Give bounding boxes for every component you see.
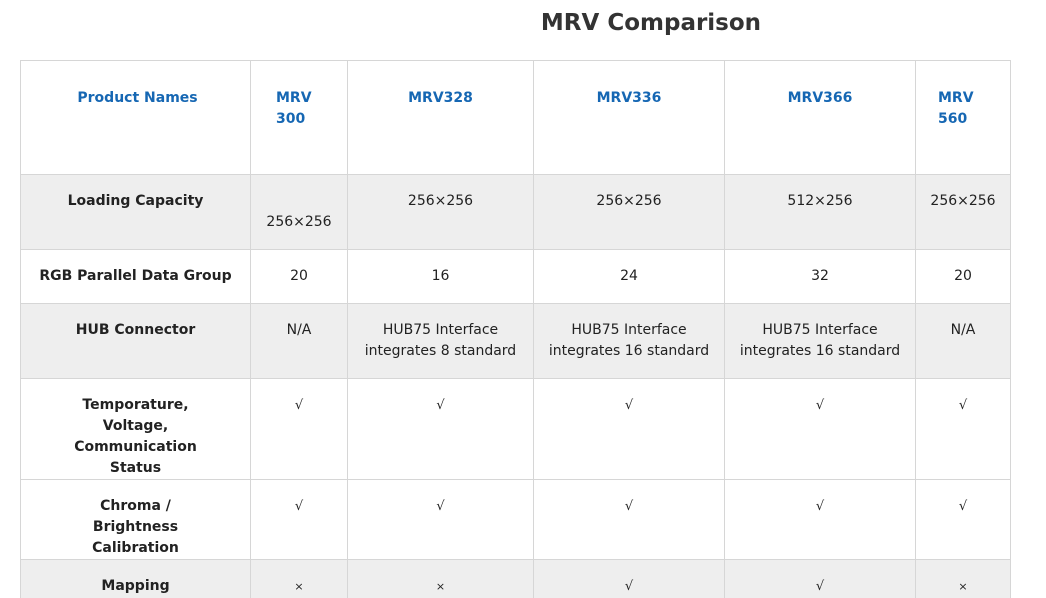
check-mark: √ <box>815 398 825 413</box>
row-label-cell: Chroma / Brightness Calibration <box>20 479 251 560</box>
product-names-label: Product Names <box>77 90 198 106</box>
table-cell: 16 <box>347 249 534 304</box>
cell-value: 16 <box>431 268 450 284</box>
table-cell: √ <box>347 479 534 560</box>
table-cell: √ <box>347 378 534 480</box>
header-cell-product: MRV 560 <box>915 60 1011 175</box>
table-row: RGB Parallel Data Group 20 16 24 32 20 <box>20 249 1011 304</box>
row-label-cell: Loading Capacity <box>20 174 251 250</box>
table-cell: 20 <box>915 249 1011 304</box>
table-cell: 24 <box>533 249 725 304</box>
cross-mark: × <box>435 580 446 593</box>
table-row: Mapping × × √ √ × <box>20 559 1011 598</box>
table-row: Chroma / Brightness Calibration √ √ √ √ … <box>20 479 1011 560</box>
table-cell: 256×256 <box>347 174 534 250</box>
table-cell: 20 <box>250 249 348 304</box>
row-label: RGB Parallel Data Group <box>39 268 232 284</box>
row-label: HUB Connector <box>75 322 196 338</box>
check-mark: √ <box>436 499 445 514</box>
cell-value: 256×256 <box>407 193 474 209</box>
table-cell: × <box>915 559 1011 598</box>
row-label-cell: Temporature, Voltage, Communication Stat… <box>20 378 251 480</box>
table-cell: √ <box>533 559 725 598</box>
table-cell: HUB75 Interface integrates 16 standard <box>533 303 725 379</box>
page-title: MRV Comparison <box>540 10 762 36</box>
product-name: MRV 560 <box>938 90 974 127</box>
cell-value: 256×256 <box>266 214 332 230</box>
check-mark: √ <box>958 398 968 413</box>
table-cell: √ <box>250 479 348 560</box>
table-cell: N/A <box>250 303 348 379</box>
cross-mark: × <box>958 580 968 593</box>
table-cell: 256×256 <box>533 174 725 250</box>
cross-mark: × <box>294 580 304 593</box>
table-cell: N/A <box>915 303 1011 379</box>
table-cell: × <box>250 559 348 598</box>
check-mark: √ <box>815 499 825 514</box>
table-cell: √ <box>533 479 725 560</box>
cell-value: 256×256 <box>596 193 662 209</box>
check-mark: √ <box>436 398 445 413</box>
table-cell: 512×256 <box>724 174 916 250</box>
header-cell-product-names: Product Names <box>20 60 251 175</box>
table-cell: 256×256 <box>250 174 348 250</box>
check-mark: √ <box>294 398 304 413</box>
table-row: Temporature, Voltage, Communication Stat… <box>20 378 1011 480</box>
cell-value: 32 <box>811 268 829 284</box>
product-name: MRV 300 <box>276 90 312 127</box>
table-cell: 256×256 <box>915 174 1011 250</box>
cell-value: 24 <box>620 268 638 284</box>
header-cell-product: MRV328 <box>347 60 534 175</box>
row-label-cell: HUB Connector <box>20 303 251 379</box>
cell-value: 256×256 <box>930 193 996 209</box>
header-cell-product: MRV366 <box>724 60 916 175</box>
cell-value: N/A <box>286 322 312 338</box>
check-mark: √ <box>294 499 304 514</box>
table-cell: HUB75 Interface integrates 16 standard <box>724 303 916 379</box>
product-name: MRV336 <box>596 90 662 106</box>
row-label: Chroma / Brightness Calibration <box>92 498 179 556</box>
cell-value: 20 <box>290 268 308 284</box>
table-row: Loading Capacity 256×256 256×256 256×256… <box>20 174 1011 250</box>
header-cell-product: MRV336 <box>533 60 725 175</box>
table-cell: √ <box>533 378 725 480</box>
table-cell: √ <box>724 559 916 598</box>
row-label: Mapping <box>101 578 170 594</box>
table-cell: × <box>347 559 534 598</box>
cell-value: 512×256 <box>787 193 853 209</box>
header-cell-product: MRV 300 <box>250 60 348 175</box>
row-label-cell: RGB Parallel Data Group <box>20 249 251 304</box>
table-cell: √ <box>724 479 916 560</box>
cell-value: HUB75 Interface integrates 16 standard <box>548 322 710 359</box>
check-mark: √ <box>624 398 634 413</box>
table-cell: HUB75 Interface integrates 8 standard <box>347 303 534 379</box>
cell-value: HUB75 Interface integrates 8 standard <box>364 322 517 359</box>
cell-value: N/A <box>950 322 976 338</box>
row-label-cell: Mapping <box>20 559 251 598</box>
cell-value: 20 <box>954 268 972 284</box>
table-row: HUB Connector N/A HUB75 Interface integr… <box>20 303 1011 379</box>
table-cell: √ <box>915 378 1011 480</box>
table-cell: √ <box>250 378 348 480</box>
check-mark: √ <box>624 499 634 514</box>
product-name: MRV366 <box>787 90 853 106</box>
product-name: MRV328 <box>408 90 473 106</box>
check-mark: √ <box>815 579 825 594</box>
cell-value: HUB75 Interface integrates 16 standard <box>739 322 901 359</box>
header-row: Product Names MRV 300 MRV328 MRV336 MRV3… <box>20 60 1011 175</box>
table-cell: 32 <box>724 249 916 304</box>
check-mark: √ <box>958 499 968 514</box>
table-cell: √ <box>724 378 916 480</box>
row-label: Loading Capacity <box>67 193 204 209</box>
check-mark: √ <box>624 579 634 594</box>
comparison-table: Product Names MRV 300 MRV328 MRV336 MRV3… <box>20 60 1011 598</box>
row-label: Temporature, Voltage, Communication Stat… <box>74 397 197 476</box>
table-cell: √ <box>915 479 1011 560</box>
